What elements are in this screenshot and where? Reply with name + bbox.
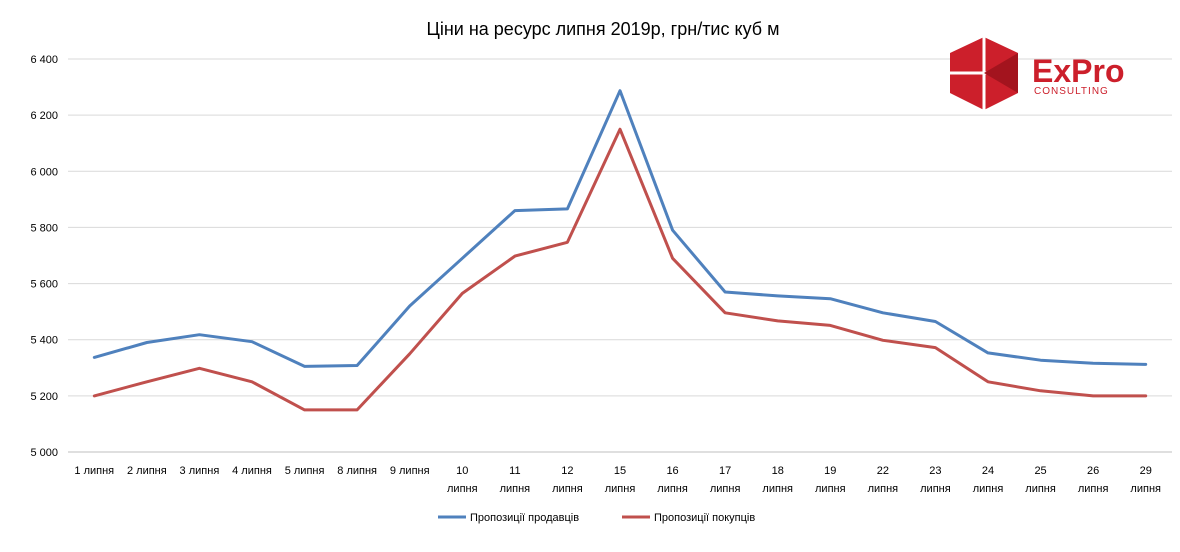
x-tick-label: 8 липня — [337, 465, 377, 477]
x-tick-label: 4 липня — [232, 465, 272, 477]
x-tick-label: 19 липня — [815, 465, 846, 495]
expro-logo-hexagon-icon — [950, 37, 1018, 110]
y-tick-label: 6 000 — [30, 166, 58, 178]
y-tick-label: 5 000 — [30, 447, 58, 459]
y-tick-label: 6 200 — [30, 110, 58, 122]
legend: Пропозиції продавців Пропозиції покупців — [438, 512, 755, 524]
x-tick-label: 3 липня — [180, 465, 220, 477]
x-tick-label: 5 липня — [285, 465, 325, 477]
series-line-2 — [92, 127, 1148, 412]
legend-label: Пропозиції покупців — [654, 512, 755, 524]
x-tick-label: 23 липня — [920, 465, 951, 495]
grid-lines — [68, 58, 1172, 453]
x-tick-label: 16 липня — [657, 465, 688, 495]
x-tick-label: 29 липня — [1130, 465, 1161, 495]
logo-subtitle: CONSULTING — [1034, 86, 1109, 97]
x-tick-label: 17 липня — [710, 465, 741, 495]
legend-label: Пропозиції продавців — [470, 512, 579, 524]
x-tick-label: 15 липня — [605, 465, 636, 495]
series-lines — [92, 89, 1148, 412]
y-tick-label: 5 200 — [30, 391, 58, 403]
x-axis-ticks: 1 липня 2 липня 3 липня 4 липня 5 липня 8 лип… — [74, 465, 1161, 495]
x-tick-label: 11 липня — [500, 465, 531, 495]
logo-name: ExPro — [1032, 53, 1124, 89]
y-tick-label: 6 400 — [30, 54, 58, 66]
x-tick-label: 25 липня — [1025, 465, 1056, 495]
chart-title: Ціни на ресурс липня 2019р, грн/тис куб … — [427, 19, 780, 39]
x-tick-label: 24 липня — [973, 465, 1004, 495]
series-line-1 — [92, 89, 1148, 368]
expro-logo: ExPro CONSULTING — [950, 37, 1124, 110]
x-tick-label: 1 липня — [74, 465, 114, 477]
y-tick-label: 5 600 — [30, 279, 58, 291]
x-tick-label: 9 липня — [390, 465, 430, 477]
x-tick-label: 10 липня — [447, 465, 478, 495]
y-tick-label: 5 800 — [30, 222, 58, 234]
x-tick-label: 12 липня — [552, 465, 583, 495]
y-axis-ticks: 5 000 5 200 5 400 5 600 5 800 6 000 6 200 6 400 — [30, 54, 58, 459]
x-tick-label: 18 липня — [762, 465, 793, 495]
x-tick-label: 2 липня — [127, 465, 167, 477]
x-tick-label: 26 липня — [1078, 465, 1109, 495]
y-tick-label: 5 400 — [30, 335, 58, 347]
x-tick-label: 22 липня — [868, 465, 899, 495]
